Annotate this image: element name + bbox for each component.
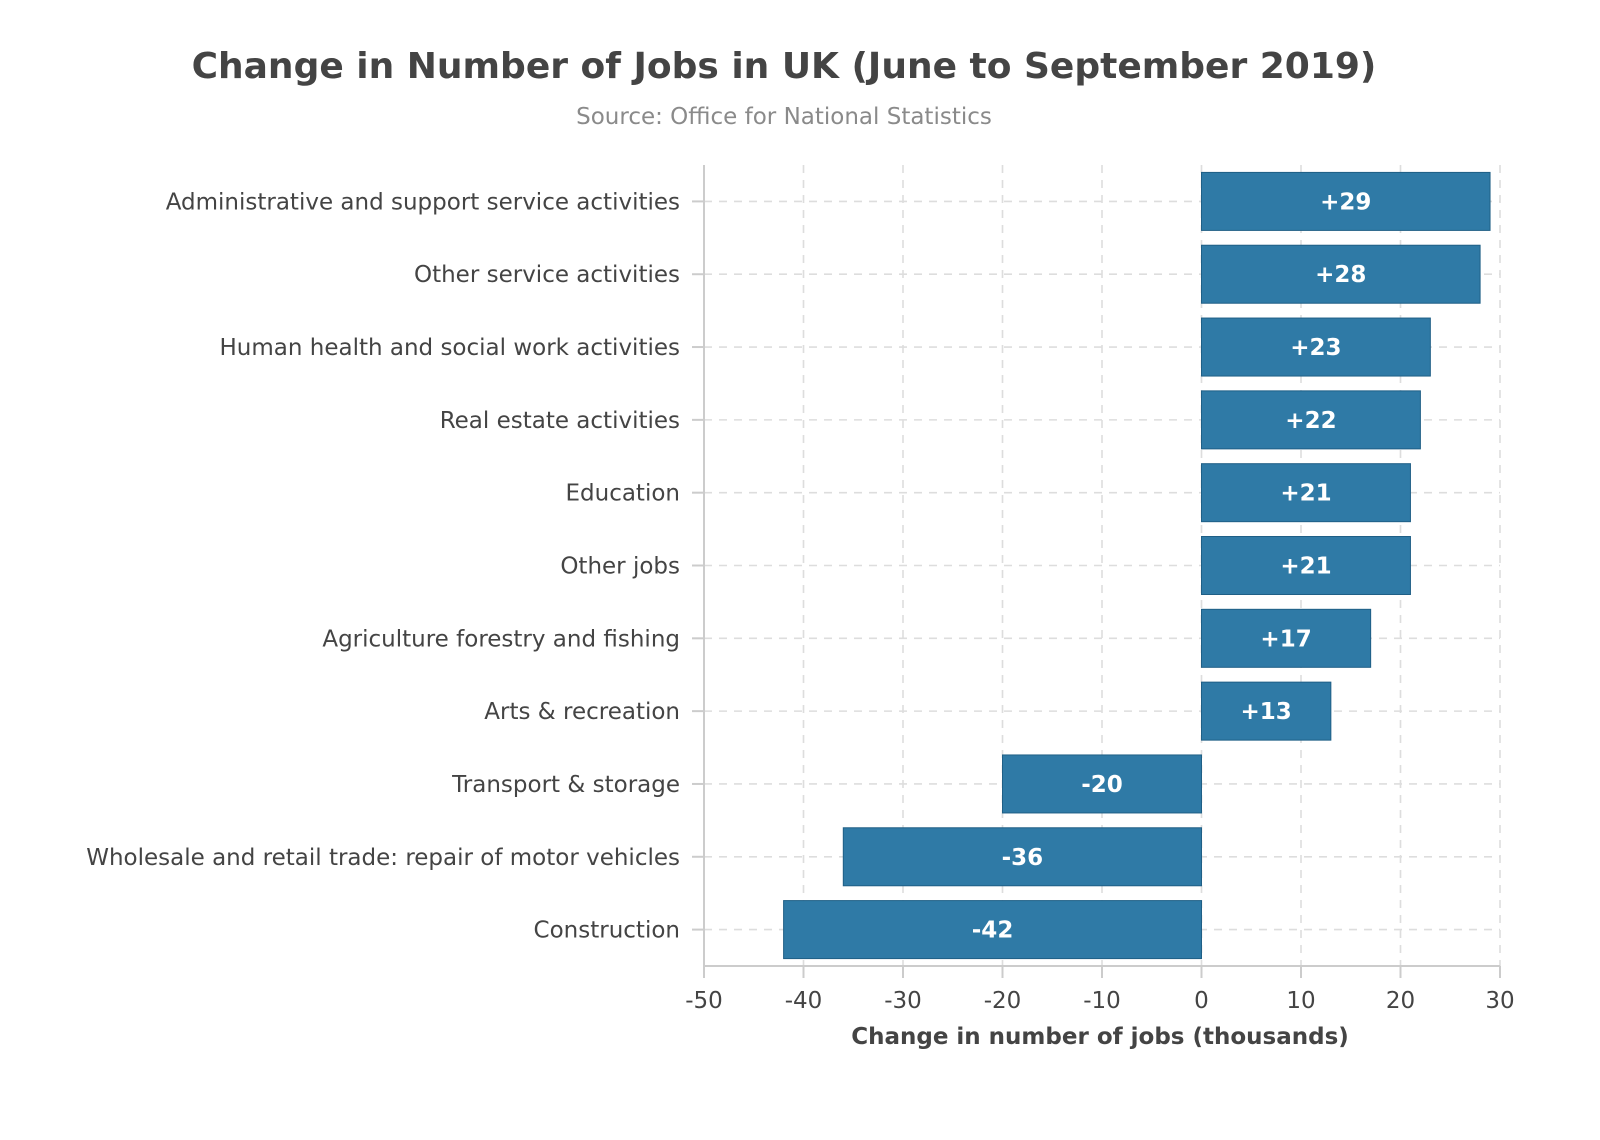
bar [1201, 171, 1491, 231]
bar [1201, 244, 1481, 304]
x-tick-label: 20 [1386, 988, 1415, 1014]
category-label: Agriculture forestry and fishing [322, 626, 680, 652]
bar [783, 900, 1202, 960]
bar [1201, 681, 1332, 741]
chart-title: Change in Number of Jobs in UK (June to … [192, 46, 1377, 87]
x-tick-label: -40 [785, 988, 823, 1014]
data-label: +13 [1241, 699, 1292, 725]
data-label: +21 [1280, 481, 1331, 507]
x-tick-label: -50 [685, 988, 723, 1014]
category-label: Education [565, 481, 680, 507]
labels-layer: +29 +28 +23 +22 +21 +21 +17 +13 -20 -36 -42 -50 -40 -… [86, 189, 1514, 1014]
category-label: Wholesale and retail trade: repair of mo… [86, 845, 680, 871]
data-label: -42 [972, 918, 1014, 944]
data-label: +23 [1290, 335, 1341, 361]
bar [1201, 608, 1372, 668]
data-label: +17 [1260, 626, 1311, 652]
bar [1201, 390, 1421, 450]
bar [1201, 536, 1411, 595]
category-label: Construction [534, 918, 680, 944]
data-label: +22 [1285, 408, 1336, 434]
axes-layer [692, 165, 1501, 978]
x-tick-label: -30 [884, 988, 922, 1014]
category-label: Other service activities [414, 262, 680, 288]
chart-subtitle: Source: Office for National Statistics [576, 104, 992, 130]
x-tick-label: 10 [1286, 988, 1315, 1014]
category-label: Administrative and support service activ… [166, 189, 680, 215]
x-tick-label: -20 [984, 988, 1022, 1014]
data-label: -36 [1002, 845, 1044, 871]
bar [1201, 463, 1411, 523]
data-label: +28 [1315, 262, 1366, 288]
x-tick-label: 0 [1194, 988, 1209, 1014]
data-label: -20 [1081, 772, 1123, 798]
category-label: Human health and social work activities [219, 335, 680, 361]
x-axis-title: Change in number of jobs (thousands) [851, 1024, 1349, 1050]
bar [1002, 754, 1202, 814]
category-label: Real estate activities [440, 408, 680, 434]
bars-layer [783, 171, 1491, 960]
x-tick-label: 30 [1485, 988, 1514, 1014]
category-label: Transport & storage [451, 772, 680, 798]
x-tick-label: -10 [1083, 988, 1121, 1014]
category-label: Arts & recreation [484, 699, 680, 725]
data-label: +21 [1280, 554, 1331, 580]
category-label: Other jobs [560, 554, 680, 580]
data-label: +29 [1320, 189, 1371, 215]
bar [1201, 317, 1431, 377]
bar [842, 827, 1202, 887]
